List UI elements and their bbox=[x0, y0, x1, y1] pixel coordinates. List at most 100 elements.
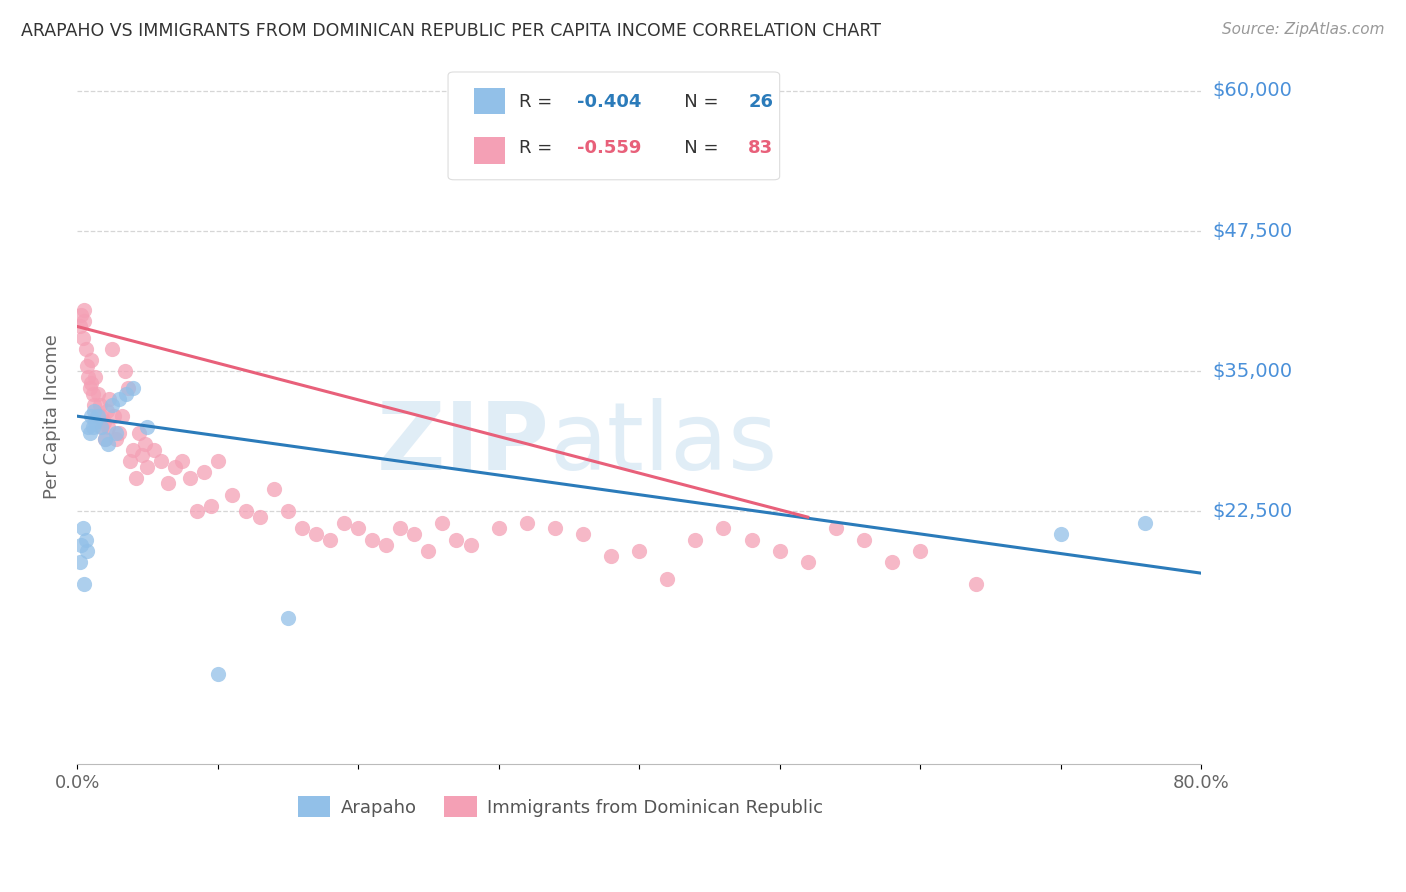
Point bbox=[86, 409, 108, 424]
Point bbox=[572, 527, 595, 541]
Point bbox=[108, 425, 131, 440]
Point bbox=[79, 381, 101, 395]
Point bbox=[77, 420, 100, 434]
Point bbox=[76, 359, 98, 373]
Point bbox=[80, 353, 103, 368]
Point bbox=[87, 386, 110, 401]
Point bbox=[291, 521, 314, 535]
Point bbox=[165, 459, 187, 474]
Point bbox=[657, 572, 679, 586]
Point bbox=[115, 386, 138, 401]
Point bbox=[249, 510, 271, 524]
Text: 83: 83 bbox=[748, 139, 773, 158]
Text: 26: 26 bbox=[748, 93, 773, 111]
Point bbox=[488, 521, 510, 535]
Point bbox=[418, 543, 440, 558]
Point bbox=[131, 449, 153, 463]
Legend: Arapaho, Immigrants from Dominican Republic: Arapaho, Immigrants from Dominican Repub… bbox=[291, 789, 831, 824]
Point bbox=[72, 331, 94, 345]
Point bbox=[179, 471, 201, 485]
Point bbox=[98, 392, 121, 407]
Point bbox=[80, 376, 103, 390]
Text: ARAPAHO VS IMMIGRANTS FROM DOMINICAN REPUBLIC PER CAPITA INCOME CORRELATION CHAR: ARAPAHO VS IMMIGRANTS FROM DOMINICAN REP… bbox=[21, 22, 882, 40]
Point bbox=[207, 454, 229, 468]
Point bbox=[221, 488, 243, 502]
Point bbox=[120, 454, 142, 468]
Text: $60,000: $60,000 bbox=[1212, 81, 1292, 101]
Point bbox=[125, 471, 148, 485]
Point bbox=[77, 370, 100, 384]
Text: ZIP: ZIP bbox=[377, 398, 550, 490]
Point bbox=[446, 533, 468, 547]
Text: -0.404: -0.404 bbox=[578, 93, 641, 111]
Point bbox=[200, 499, 222, 513]
Point bbox=[73, 577, 96, 591]
Point bbox=[741, 533, 763, 547]
Point bbox=[73, 314, 96, 328]
Text: N =: N = bbox=[668, 139, 724, 158]
Text: $22,500: $22,500 bbox=[1212, 502, 1292, 521]
Point bbox=[319, 533, 342, 547]
Point bbox=[172, 454, 194, 468]
Point bbox=[1133, 516, 1156, 530]
Text: -0.559: -0.559 bbox=[578, 139, 641, 158]
Point bbox=[101, 398, 124, 412]
Point bbox=[347, 521, 370, 535]
Point bbox=[101, 342, 124, 356]
Text: $35,000: $35,000 bbox=[1212, 362, 1292, 381]
Point bbox=[193, 465, 215, 479]
Point bbox=[73, 302, 96, 317]
Point bbox=[87, 409, 110, 424]
Point bbox=[82, 386, 104, 401]
Point bbox=[769, 543, 792, 558]
Text: N =: N = bbox=[668, 93, 724, 111]
Point bbox=[97, 437, 120, 451]
Point bbox=[713, 521, 735, 535]
Y-axis label: Per Capita Income: Per Capita Income bbox=[44, 334, 60, 499]
Text: atlas: atlas bbox=[550, 398, 778, 490]
Point bbox=[114, 364, 136, 378]
Point bbox=[404, 527, 426, 541]
Text: Source: ZipAtlas.com: Source: ZipAtlas.com bbox=[1222, 22, 1385, 37]
Point bbox=[375, 538, 398, 552]
Text: R =: R = bbox=[519, 93, 558, 111]
Text: R =: R = bbox=[519, 139, 558, 158]
Point bbox=[69, 319, 91, 334]
Point bbox=[880, 555, 903, 569]
Point bbox=[94, 432, 117, 446]
Point bbox=[117, 381, 139, 395]
FancyBboxPatch shape bbox=[449, 72, 780, 180]
Point bbox=[361, 533, 384, 547]
Point bbox=[93, 415, 115, 429]
FancyBboxPatch shape bbox=[474, 88, 505, 114]
Point bbox=[90, 409, 112, 424]
Point bbox=[105, 432, 128, 446]
Point bbox=[69, 555, 91, 569]
Point bbox=[277, 504, 299, 518]
Point bbox=[235, 504, 257, 518]
FancyBboxPatch shape bbox=[474, 137, 505, 164]
Point bbox=[79, 425, 101, 440]
Point bbox=[128, 425, 150, 440]
Point bbox=[89, 398, 111, 412]
Point bbox=[80, 409, 103, 424]
Point bbox=[825, 521, 848, 535]
Text: $47,500: $47,500 bbox=[1212, 221, 1292, 241]
Point bbox=[90, 420, 112, 434]
Point bbox=[103, 409, 125, 424]
Point bbox=[263, 482, 285, 496]
Point bbox=[136, 459, 159, 474]
Point bbox=[84, 415, 107, 429]
Point bbox=[460, 538, 482, 552]
Point bbox=[186, 504, 208, 518]
Point bbox=[157, 476, 180, 491]
Point bbox=[207, 667, 229, 681]
Point bbox=[277, 611, 299, 625]
Point bbox=[122, 381, 145, 395]
Point bbox=[75, 533, 97, 547]
Point bbox=[83, 403, 105, 417]
Point bbox=[82, 420, 104, 434]
Point bbox=[1049, 527, 1071, 541]
Point bbox=[143, 442, 166, 457]
Point bbox=[305, 527, 328, 541]
